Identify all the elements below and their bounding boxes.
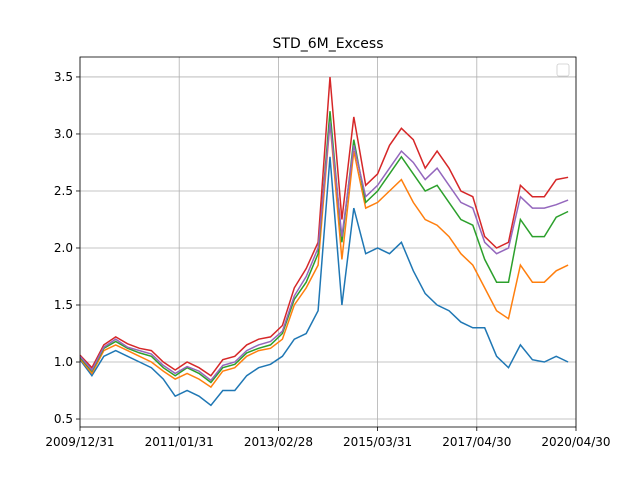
y-tick-label: 1.5 <box>54 298 73 312</box>
data-line <box>79 122 569 382</box>
y-tick-label: 3.5 <box>54 70 73 84</box>
data-line <box>79 76 569 377</box>
y-tick-label: 2.0 <box>54 241 73 255</box>
chart-title: STD_6M_Excess <box>273 36 384 52</box>
y-tick-label: 3.0 <box>54 127 73 141</box>
x-tick-label: 2009/12/31 <box>45 435 114 449</box>
y-tick-label: 0.5 <box>54 412 73 426</box>
y-tick-label: 1.0 <box>54 355 73 369</box>
x-tick-label: 2011/01/31 <box>145 435 214 449</box>
legend <box>556 63 570 77</box>
x-tick-label: 2020/04/30 <box>541 435 610 449</box>
x-tick-label: 2017/04/30 <box>442 435 511 449</box>
x-tick-label: 2013/02/28 <box>244 435 313 449</box>
x-tick-label: 2015/03/31 <box>343 435 412 449</box>
y-tick-label: 2.5 <box>54 184 73 198</box>
data-line <box>79 122 569 389</box>
data-line <box>79 156 569 407</box>
plot-frame <box>79 56 577 428</box>
